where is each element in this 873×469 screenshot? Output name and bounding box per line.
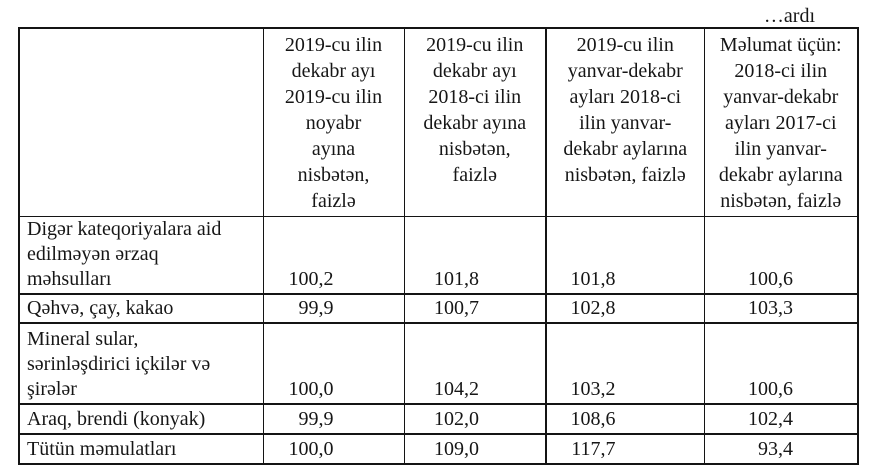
category-cell: Qəhvə, çay, kakao [18, 293, 264, 324]
column-header-jandec2018-vs-jandec2017: Məlumat üçün: 2018-ci ilin yanvar-dekabr ay… [703, 27, 859, 217]
table-row: Mineral sular, sərinləşdirici içkilər və ş… [18, 322, 859, 405]
value-cell: 99,9 [262, 293, 405, 324]
value-cell: 102,4 [703, 403, 859, 435]
column-header-category [18, 27, 264, 217]
value-cell: 103,2 [545, 322, 705, 405]
value-cell: 93,4 [703, 433, 859, 464]
table-row: Tütün məmulatları 100,0 109,0 117,7 93,4 [18, 433, 859, 464]
value-cell: 100,6 [703, 216, 859, 295]
value-cell: 101,8 [403, 216, 547, 295]
value-cell: 108,6 [545, 403, 705, 435]
price-index-table: 2019-cu ilin dekabr ayı 2019-cu ilin noyabr… [18, 27, 859, 465]
continuation-note: …ardı [763, 5, 815, 27]
category-cell: Tütün məmulatları [18, 433, 264, 464]
value-cell: 103,3 [703, 293, 859, 324]
category-cell: Araq, brendi (konyak) [18, 403, 264, 435]
value-cell: 104,2 [403, 322, 547, 405]
value-cell: 100,2 [262, 216, 405, 295]
value-cell: 100,7 [403, 293, 547, 324]
value-cell: 117,7 [545, 433, 705, 464]
table-row: Digər kateqoriyalara aid edilməyən ərzaq m… [18, 216, 859, 295]
column-header-jandec2019-vs-jandec2018: 2019-cu ilin yanvar-dekabr ayları 2018-ci i… [545, 27, 705, 217]
column-header-dec2019-vs-nov2019: 2019-cu ilin dekabr ayı 2019-cu ilin noyabr… [262, 27, 405, 217]
category-cell: Digər kateqoriyalara aid edilməyən ərzaq m… [18, 216, 264, 295]
value-cell: 100,0 [262, 322, 405, 405]
table-row: Araq, brendi (konyak) 99,9 102,0 108,6 102,4 [18, 403, 859, 435]
value-cell: 99,9 [262, 403, 405, 435]
value-cell: 109,0 [403, 433, 547, 464]
category-cell: Mineral sular, sərinləşdirici içkilər və ş… [18, 322, 264, 405]
table-body: Digər kateqoriyalara aid edilməyən ərzaq m… [18, 216, 859, 464]
value-cell: 102,0 [403, 403, 547, 435]
table-header-row: 2019-cu ilin dekabr ayı 2019-cu ilin noyabr… [18, 27, 859, 217]
column-header-dec2019-vs-dec2018: 2019-cu ilin dekabr ayı 2018-ci ilin dekabr… [403, 27, 547, 217]
value-cell: 101,8 [545, 216, 705, 295]
table-row: Qəhvə, çay, kakao 99,9 100,7 102,8 103,3 [18, 293, 859, 324]
value-cell: 100,0 [262, 433, 405, 464]
value-cell: 100,6 [703, 322, 859, 405]
value-cell: 102,8 [545, 293, 705, 324]
